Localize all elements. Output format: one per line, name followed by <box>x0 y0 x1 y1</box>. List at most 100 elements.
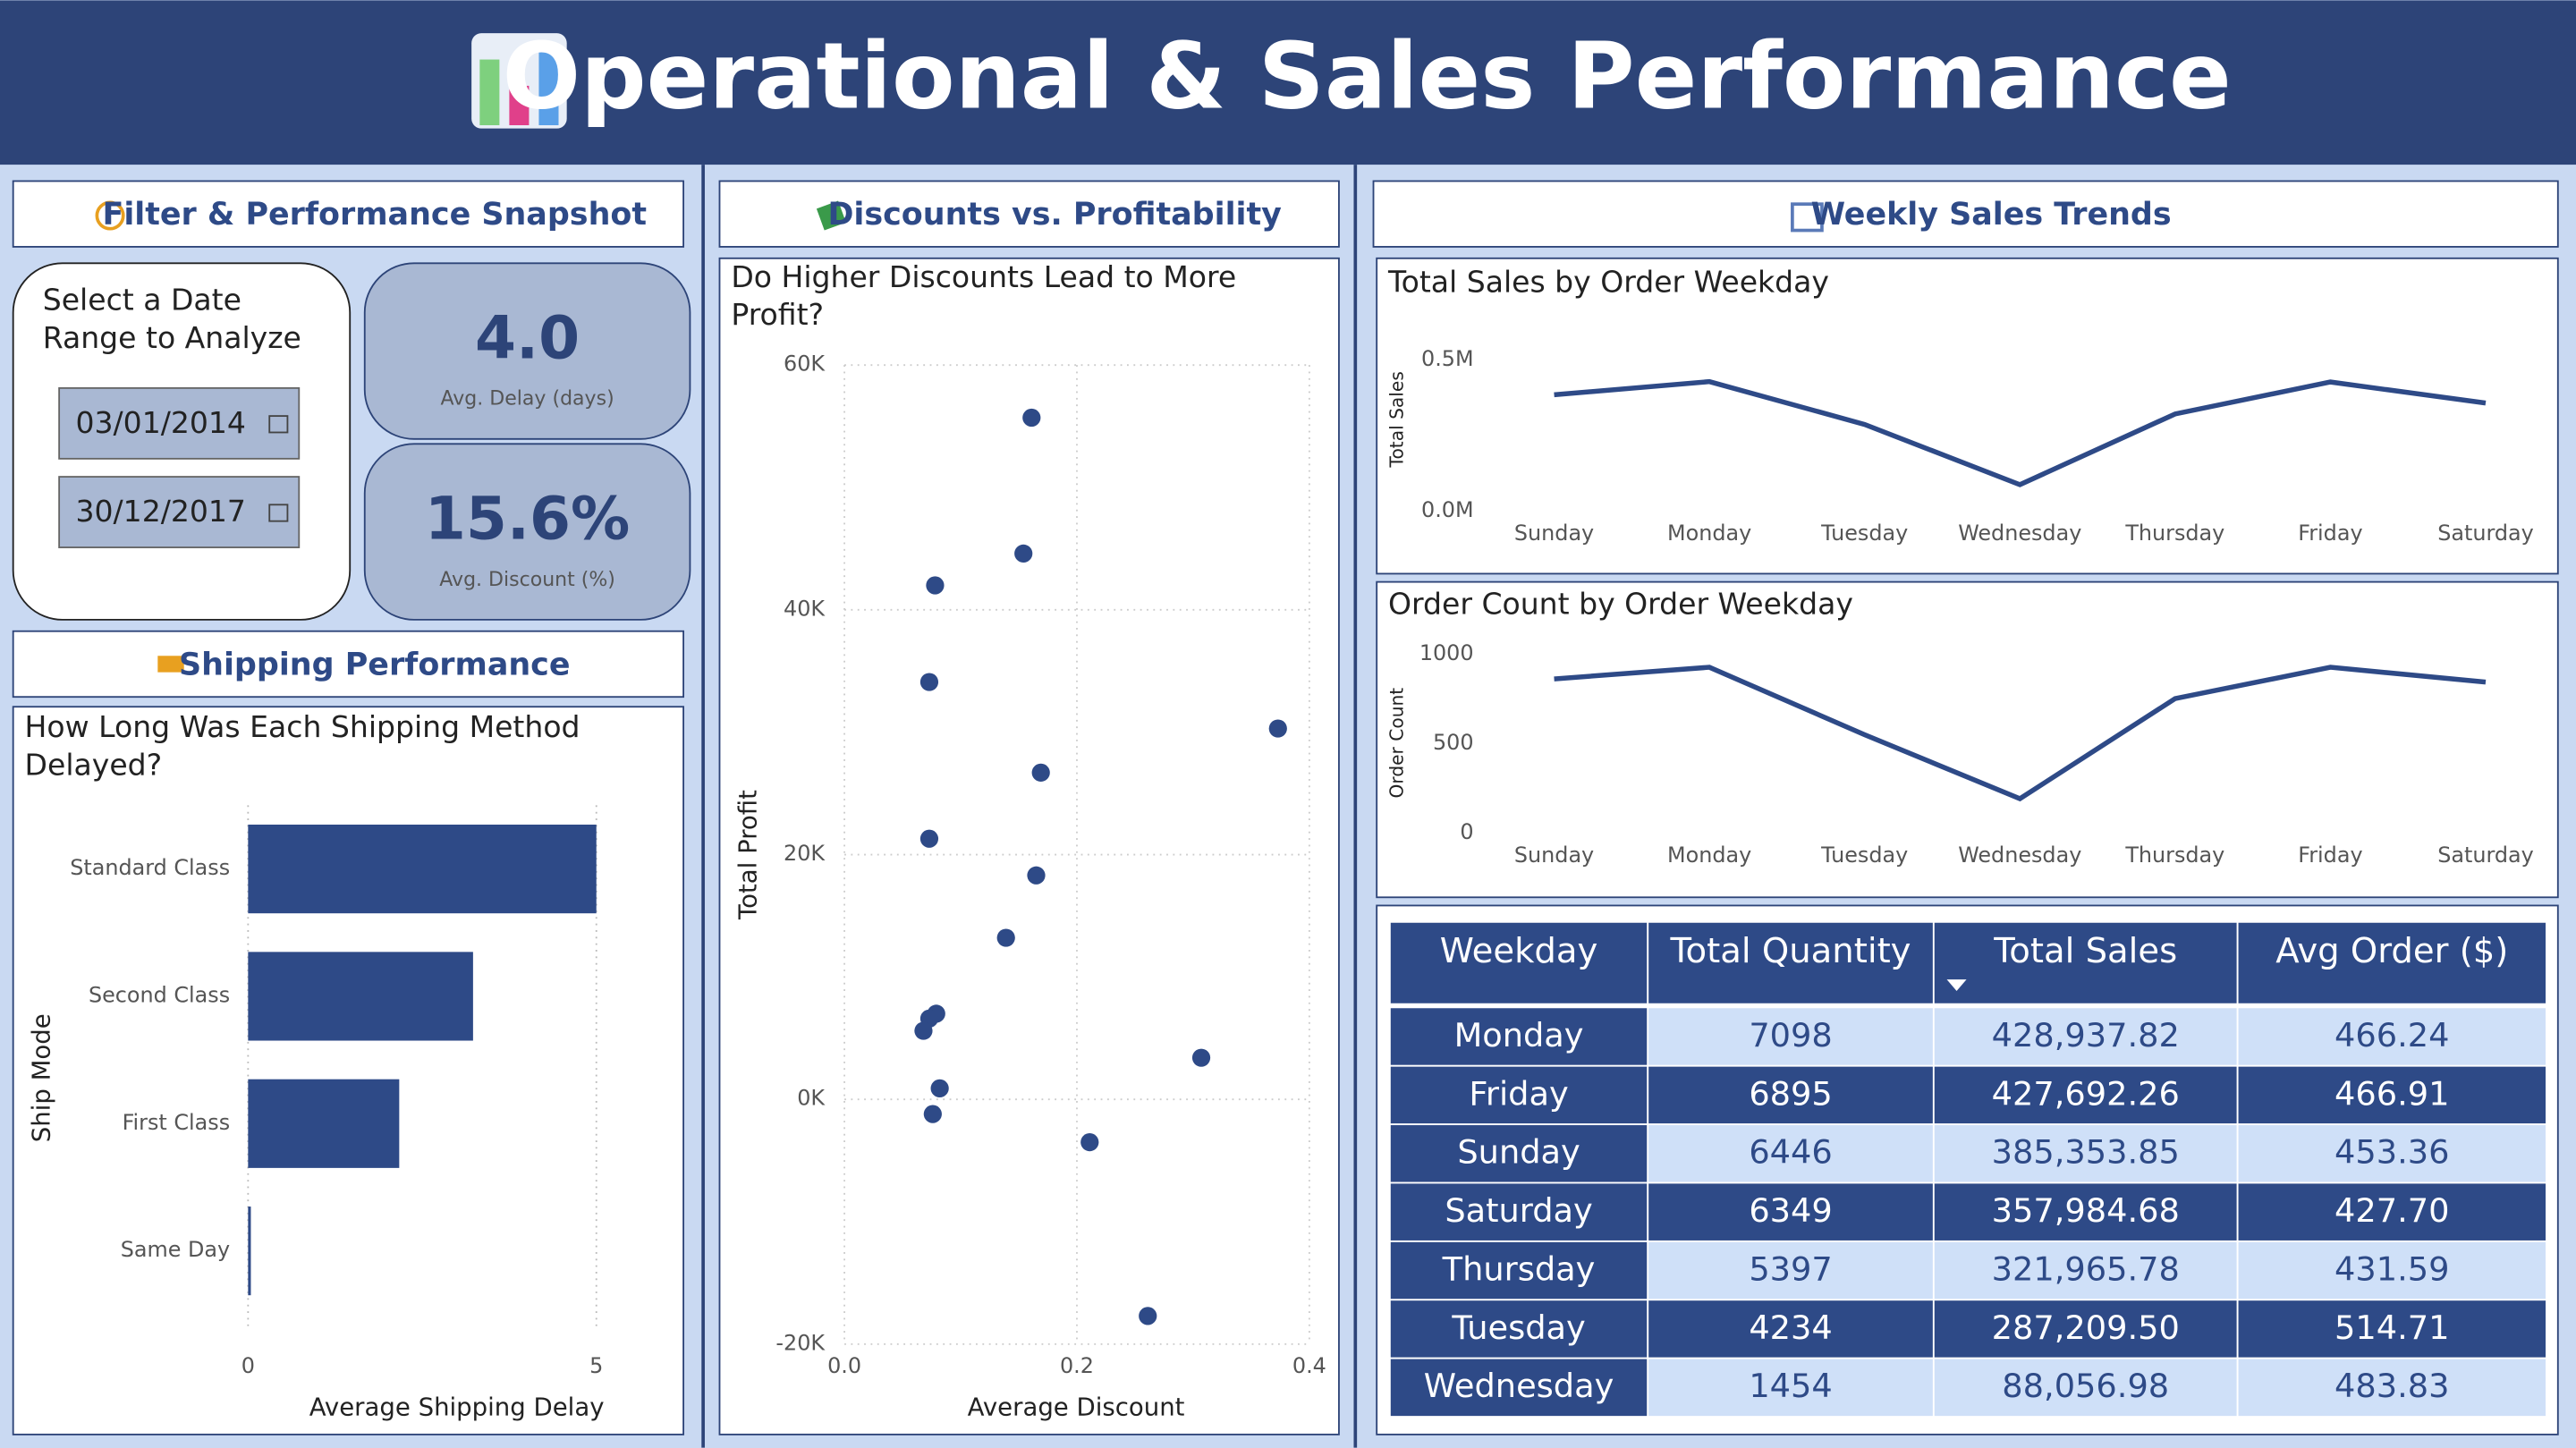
y-tick-label: 20K <box>784 841 826 866</box>
chart-box <box>12 706 684 1435</box>
table-cell-text: Tuesday <box>1451 1308 1585 1347</box>
point <box>1014 544 1033 563</box>
point <box>914 1021 933 1040</box>
kpi-card <box>363 262 691 440</box>
table-cell-text: Sunday <box>1457 1133 1580 1172</box>
table-cell <box>1388 1064 1649 1126</box>
bar <box>248 1079 400 1168</box>
table-cell-text: 466.91 <box>2334 1074 2449 1113</box>
table-header[interactable]: Total Quantity <box>1670 931 1911 971</box>
table-cell-text: Saturday <box>1445 1191 1592 1230</box>
point <box>1022 408 1041 428</box>
x-tick-label: 0.4 <box>1292 1353 1326 1378</box>
table-cell-text: 6895 <box>1749 1074 1832 1113</box>
table-cell-text: Friday <box>1469 1074 1568 1113</box>
table-header-cell[interactable] <box>1932 920 2239 1005</box>
table-header-cell[interactable] <box>2236 920 2547 1005</box>
table-cell-text: 385,353.85 <box>1992 1133 2180 1172</box>
table-cell <box>2236 1123 2547 1184</box>
kpi-value: 15.6% <box>425 485 630 554</box>
table-cell-text: 427,692.26 <box>1992 1074 2180 1113</box>
x-tick-label: Thursday <box>2124 843 2224 868</box>
date-input[interactable] <box>58 386 301 460</box>
table-cell <box>2236 1181 2547 1242</box>
icon <box>816 200 846 231</box>
table-cell-text: 287,209.50 <box>1992 1308 2180 1347</box>
table-cell-text: 1454 <box>1749 1367 1832 1405</box>
table-cell <box>2236 1299 2547 1359</box>
y-tick-label: 0K <box>797 1086 826 1111</box>
table-cell <box>2236 1357 2547 1418</box>
table-cell <box>1388 1123 1649 1184</box>
x-tick-label: Saturday <box>2437 521 2534 546</box>
x-axis-label: Average Shipping Delay <box>309 1393 605 1421</box>
y-axis-label: Order Count <box>1386 688 1408 799</box>
point <box>1191 1048 1211 1067</box>
table-cell <box>1388 1006 1649 1067</box>
point <box>1080 1132 1099 1152</box>
icon <box>157 656 184 673</box>
x-tick-label: Thursday <box>2124 521 2224 546</box>
calendar-icon[interactable] <box>268 415 289 434</box>
start-date[interactable]: 03/01/2014 <box>75 405 245 440</box>
bar <box>248 952 473 1041</box>
kpi-label: Avg. Discount (%) <box>439 569 615 591</box>
table-header[interactable]: Total Sales <box>1993 931 2177 971</box>
line <box>1554 378 2487 487</box>
table-cell-text: 6349 <box>1749 1191 1832 1230</box>
point <box>923 1105 942 1123</box>
point <box>919 673 939 691</box>
date-input[interactable] <box>58 476 301 548</box>
table-cell-text: 4234 <box>1749 1308 1832 1347</box>
point <box>1268 719 1287 738</box>
x-tick-label: Friday <box>2298 521 2362 546</box>
y-tick-label: 1000 <box>1419 640 1474 665</box>
y-tick-label: 0.5M <box>1421 346 1474 371</box>
table-cell-text: 453.36 <box>2334 1133 2449 1172</box>
y-tick-label: Standard Class <box>70 855 230 880</box>
x-tick-label: Sunday <box>1514 843 1594 868</box>
y-tick-label: 40K <box>784 596 826 621</box>
table-cell-text: 514.71 <box>2334 1308 2449 1347</box>
point <box>926 576 945 595</box>
table-cell-text: 466.24 <box>2334 1016 2449 1054</box>
header-bar <box>0 0 2576 165</box>
point <box>1139 1307 1157 1325</box>
x-tick-label: Monday <box>1667 843 1751 868</box>
panel-title: Filter & Performance Snapshot <box>103 197 648 233</box>
x-tick-label: Saturday <box>2437 843 2534 868</box>
table-cell-text: Monday <box>1454 1016 1584 1054</box>
x-tick-label: 0 <box>242 1353 255 1378</box>
slicer-title: Select a Date Range to Analyze <box>43 282 301 354</box>
header-icon <box>471 33 567 129</box>
point <box>1027 866 1046 885</box>
sort-arrow[interactable] <box>1946 979 1967 991</box>
point <box>996 928 1015 947</box>
y-tick-label: First Class <box>123 1110 231 1135</box>
table-cell <box>1647 1240 1935 1301</box>
x-tick-label: Tuesday <box>1820 521 1908 546</box>
chart-box <box>1376 257 2559 575</box>
panel-title: Discounts vs. Profitability <box>827 197 1282 233</box>
table-cell-text: 321,965.78 <box>1992 1249 2180 1288</box>
point <box>1031 763 1050 782</box>
table-cell <box>1647 1299 1935 1359</box>
table-header[interactable]: Avg Order ($) <box>2275 931 2508 971</box>
end-date[interactable]: 30/12/2017 <box>75 494 245 529</box>
y-axis-label: Total Profit <box>734 790 763 920</box>
x-tick-label: Friday <box>2298 843 2362 868</box>
y-tick-label: 60K <box>784 351 826 377</box>
table-header-cell[interactable] <box>1388 920 1649 1005</box>
chart-box <box>718 257 1340 1435</box>
table-header[interactable]: Weekday <box>1440 931 1598 971</box>
table-cell <box>1388 1357 1649 1418</box>
y-tick-label: 500 <box>1433 730 1474 755</box>
calendar-icon[interactable] <box>268 504 289 522</box>
table-cell-text: 427.70 <box>2334 1191 2449 1230</box>
x-tick-label: 5 <box>589 1353 603 1378</box>
kpi-label: Avg. Delay (days) <box>440 388 614 411</box>
x-tick-label: 0.0 <box>827 1353 861 1378</box>
x-tick-label: 0.2 <box>1060 1353 1094 1378</box>
chart-title: Total Sales by Order Weekday <box>1387 264 1829 299</box>
